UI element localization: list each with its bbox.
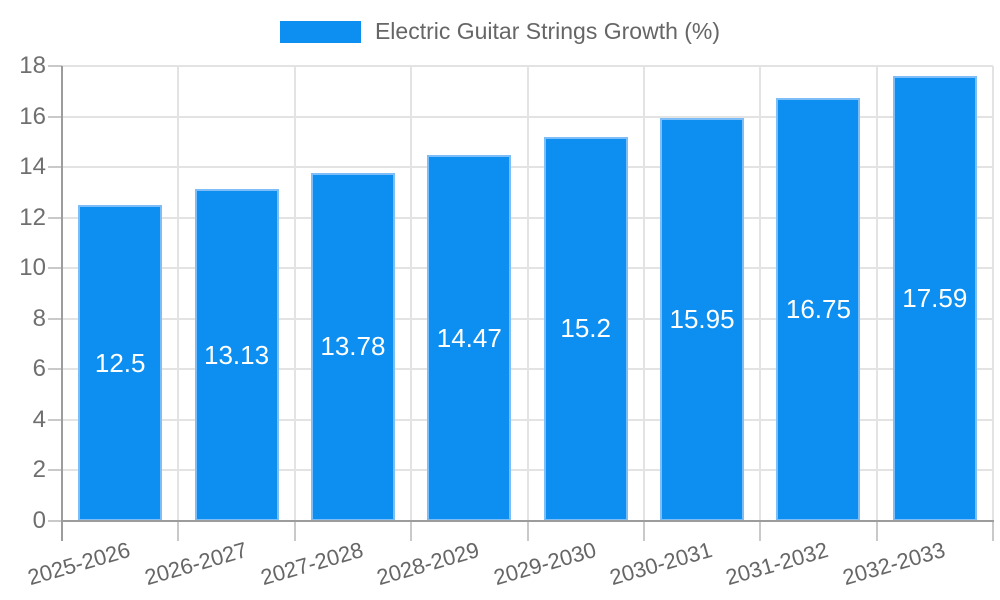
- y-axis-tick-label: 10: [19, 254, 46, 282]
- v-gridline: [759, 66, 762, 521]
- v-gridline: [410, 66, 413, 521]
- y-tick-mark: [48, 216, 62, 219]
- x-axis-line: [61, 520, 994, 522]
- y-axis-tick-label: 2: [32, 456, 46, 484]
- v-gridline: [526, 66, 529, 521]
- y-tick-mark: [48, 520, 62, 522]
- legend-label: Electric Guitar Strings Growth (%): [374, 18, 721, 44]
- y-axis-tick-label: 8: [32, 304, 46, 332]
- bar-value-label: 12.5: [94, 347, 146, 378]
- x-tick-mark: [875, 521, 878, 541]
- v-gridline: [177, 66, 180, 521]
- bar-value-label: 15.2: [560, 313, 611, 344]
- v-gridline: [875, 66, 878, 521]
- y-axis-tick-label: 14: [19, 153, 46, 181]
- x-tick-mark: [642, 521, 645, 541]
- bar[interactable]: 12.5: [78, 205, 163, 521]
- x-tick-mark: [759, 521, 762, 541]
- y-axis-tick-label: 6: [32, 355, 46, 383]
- y-tick-mark: [48, 317, 62, 320]
- chart-legend[interactable]: Electric Guitar Strings Growth (%): [0, 18, 1000, 45]
- bar[interactable]: 15.2: [543, 136, 628, 521]
- y-axis-tick-label: 18: [19, 52, 46, 79]
- bar-value-label: 17.59: [902, 283, 968, 314]
- y-tick-mark: [48, 418, 62, 421]
- bar-value-label: 13.13: [204, 339, 270, 370]
- y-tick-mark: [48, 267, 62, 270]
- bar[interactable]: 13.13: [194, 189, 279, 521]
- y-axis-line: [61, 66, 63, 541]
- y-tick-mark: [48, 469, 62, 472]
- y-axis-tick-label: 16: [19, 102, 46, 130]
- x-tick-mark: [410, 521, 413, 541]
- v-gridline: [642, 66, 645, 521]
- x-tick-mark: [293, 521, 296, 541]
- x-tick-mark: [992, 521, 994, 541]
- bar[interactable]: 13.78: [310, 172, 395, 521]
- bar-value-label: 14.47: [436, 322, 502, 353]
- y-axis-tick-label: 12: [19, 203, 46, 231]
- bar-value-label: 16.75: [785, 293, 851, 324]
- y-tick-mark: [48, 166, 62, 169]
- y-tick-mark: [48, 368, 62, 371]
- v-gridline: [992, 66, 994, 521]
- x-tick-mark: [526, 521, 529, 541]
- bar[interactable]: 15.95: [660, 117, 745, 521]
- x-tick-mark: [177, 521, 180, 541]
- bar[interactable]: 16.75: [776, 97, 861, 521]
- y-tick-mark: [48, 65, 62, 67]
- v-gridline: [293, 66, 296, 521]
- legend-swatch: [279, 20, 361, 43]
- bar[interactable]: 17.59: [892, 76, 977, 521]
- bar-value-label: 15.95: [669, 303, 735, 334]
- y-tick-mark: [48, 115, 62, 118]
- y-axis-tick-label: 0: [32, 507, 46, 534]
- bar[interactable]: 14.47: [427, 155, 512, 521]
- bar-value-label: 13.78: [320, 331, 386, 362]
- y-axis-tick-label: 4: [32, 405, 46, 433]
